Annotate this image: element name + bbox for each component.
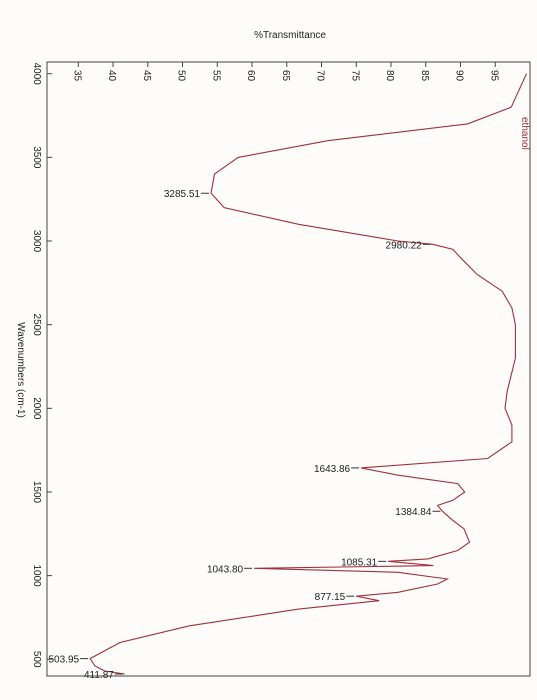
y-tick-label: 95 bbox=[488, 70, 499, 82]
peak-label: 503.95 bbox=[48, 655, 79, 666]
peak-label: 3285.51 bbox=[164, 189, 201, 200]
x-tick-label: 1000 bbox=[31, 564, 42, 587]
x-tick-label: 3000 bbox=[31, 230, 42, 253]
y-tick-label: 50 bbox=[176, 70, 187, 82]
y-tick-label: 70 bbox=[315, 70, 326, 82]
x-tick-label: 500 bbox=[31, 651, 42, 668]
y-tick-label: 85 bbox=[419, 70, 430, 82]
legend-label: ethanol bbox=[519, 117, 530, 150]
y-tick-label: 75 bbox=[349, 70, 360, 82]
x-tick-label: 3500 bbox=[31, 146, 42, 169]
peak-label: 1043.80 bbox=[207, 564, 244, 575]
y-tick-label: 55 bbox=[210, 70, 221, 82]
y-tick-label: 80 bbox=[384, 70, 395, 82]
chart-title: %Transmittance bbox=[254, 30, 326, 41]
x-tick-label: 2500 bbox=[31, 314, 42, 337]
x-tick-label: 4000 bbox=[31, 63, 42, 86]
y-tick-label: 90 bbox=[454, 70, 465, 82]
spectrum-line bbox=[89, 73, 528, 675]
peak-label: 1384.84 bbox=[395, 507, 432, 518]
peak-label: 1085.31 bbox=[341, 557, 378, 568]
peak-label: 1643.86 bbox=[314, 464, 351, 475]
peak-label: 411.87 bbox=[84, 670, 114, 681]
y-tick-label: 35 bbox=[71, 70, 82, 82]
y-tick-label: 65 bbox=[280, 70, 291, 82]
y-tick-label: 60 bbox=[245, 70, 256, 82]
peak-label: 877.15 bbox=[315, 592, 346, 603]
peak-label: 2980.22 bbox=[386, 240, 423, 251]
plot-frame bbox=[46, 61, 531, 677]
x-tick-label: 2000 bbox=[31, 397, 42, 420]
y-tick-label: 45 bbox=[141, 70, 152, 82]
x-tick-label: 1500 bbox=[31, 481, 42, 504]
x-axis-label: Wavenumbers (cm-1) bbox=[15, 322, 26, 418]
y-tick-label: 40 bbox=[106, 70, 117, 82]
